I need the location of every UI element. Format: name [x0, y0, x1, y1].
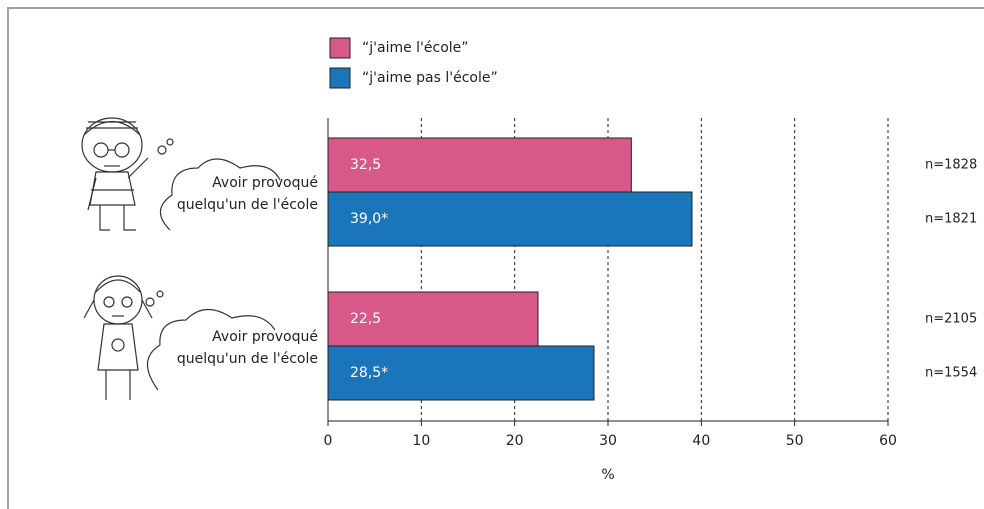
x-tick-label: 60: [879, 433, 897, 449]
x-tick-label: 10: [412, 433, 430, 449]
bar: [327, 345, 595, 401]
frame: [7, 7, 984, 509]
sample-size-label: n=1821: [925, 212, 977, 227]
bar: [327, 291, 539, 347]
legend-label: “j'aime l'école”: [362, 40, 469, 56]
sample-size-label: n=2105: [925, 312, 977, 327]
category-label: quelqu'un de l'école: [177, 197, 318, 213]
category-label: quelqu'un de l'école: [177, 351, 318, 367]
value-label: 39,0*: [350, 211, 388, 227]
category-label: Avoir provoqué: [212, 175, 318, 191]
bar: [327, 137, 632, 193]
category-label: Avoir provoqué: [212, 329, 318, 345]
bar: [327, 191, 693, 247]
value-label: 28,5*: [350, 365, 388, 381]
x-tick-label: 0: [324, 433, 333, 449]
x-tick-label: 20: [506, 433, 524, 449]
x-tick-label: 30: [599, 433, 617, 449]
x-axis-title: %: [601, 467, 614, 483]
illustration: [83, 275, 276, 400]
legend-swatch: [329, 67, 351, 89]
illustration: [81, 117, 281, 231]
legend-swatch: [329, 37, 351, 59]
x-tick-label: 40: [692, 433, 710, 449]
value-label: 22,5: [350, 311, 381, 327]
x-tick-label: 50: [786, 433, 804, 449]
value-label: 32,5: [350, 157, 381, 173]
sample-size-label: n=1554: [925, 366, 977, 381]
sample-size-label: n=1828: [925, 158, 977, 173]
legend-label: “j'aime pas l'école”: [362, 70, 498, 86]
